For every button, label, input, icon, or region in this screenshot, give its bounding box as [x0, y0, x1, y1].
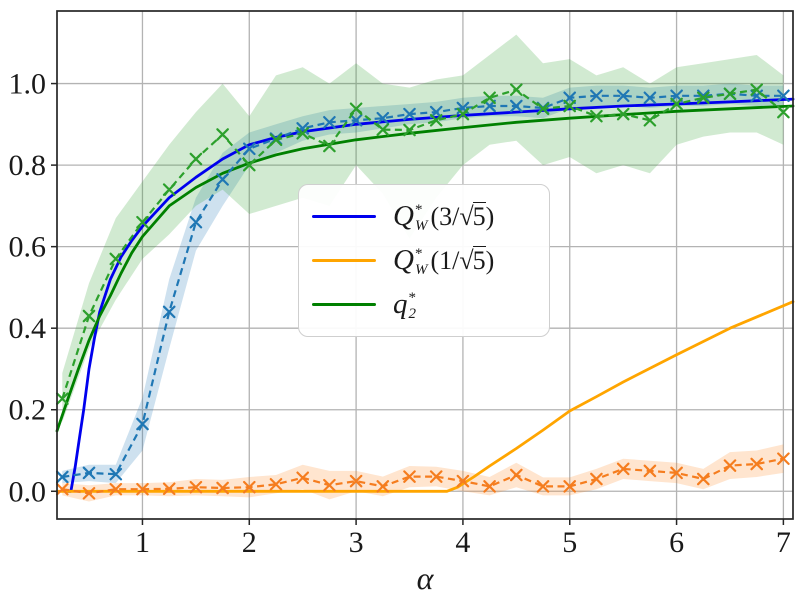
band-QW3_empirical [62, 83, 784, 484]
legend-label-supsub: * 2 [408, 289, 417, 322]
legend-item-qw3: Q * W (3/√ 5) [312, 200, 543, 233]
legend-label-qw1: Q * W (1/√ 5) [393, 244, 494, 277]
legend-box: Q * W (3/√ 5) Q * W (1/√ 5) q * 2 [298, 184, 550, 337]
y-tick-label: 0.8 [9, 149, 47, 182]
legend-label-radicand: 5 [472, 201, 486, 231]
x-tick-label: 7 [776, 526, 791, 559]
legend-line-sample-q2 [312, 302, 376, 307]
line-QW3_empirical [62, 92, 784, 479]
x-tick-label: 1 [135, 526, 150, 559]
y-tick-label: 1.0 [9, 68, 47, 101]
legend-item-qw1: Q * W (1/√ 5) [312, 244, 543, 277]
line-q2_empirical [61, 88, 785, 400]
markers-QW1_empirical [56, 452, 790, 500]
legend-label-base: Q [393, 200, 414, 232]
y-tick-label: 0.0 [9, 475, 47, 508]
legend-label-supsub: * W [414, 245, 428, 278]
line-QW3_theory [66, 97, 795, 493]
line-q2_theory [55, 104, 795, 433]
sqrt-icon: √ [459, 245, 474, 275]
x-tick-label: 3 [349, 526, 364, 559]
y-tick-label: 0.4 [9, 312, 47, 345]
legend-label-open-paren: (3/ [430, 201, 460, 231]
legend-label-radicand: 5 [472, 245, 486, 275]
x-tick-label: 4 [455, 526, 470, 559]
line-QW1_empirical [62, 457, 784, 495]
x-tick-label: 5 [562, 526, 577, 559]
legend-line-sample-qw1 [312, 258, 376, 263]
legend-label-qw3: Q * W (3/√ 5) [393, 200, 494, 233]
legend-line-sample-qw3 [312, 214, 376, 219]
y-tick-label: 0.6 [9, 231, 47, 264]
legend-label-open-paren: (1/ [430, 245, 460, 275]
band-q2_empirical [62, 34, 784, 422]
x-tick-label: 6 [669, 526, 684, 559]
sqrt-icon: √ [459, 201, 474, 231]
legend-label-base: q [393, 288, 408, 320]
y-tick-label: 0.2 [9, 394, 47, 427]
x-tick-label: 2 [242, 526, 257, 559]
x-axis-label: α [416, 560, 434, 596]
legend-label-close-paren: ) [485, 201, 495, 231]
band-QW1_empirical [62, 444, 784, 502]
legend-label-supsub: * W [414, 201, 428, 234]
legend-label-q2: q * 2 [393, 288, 419, 321]
legend-label-close-paren: ) [485, 245, 495, 275]
markers-q2_empirical [56, 83, 790, 405]
legend-item-q2: q * 2 [312, 288, 543, 321]
legend-label-base: Q [393, 244, 414, 276]
axes-spines [56, 10, 794, 520]
